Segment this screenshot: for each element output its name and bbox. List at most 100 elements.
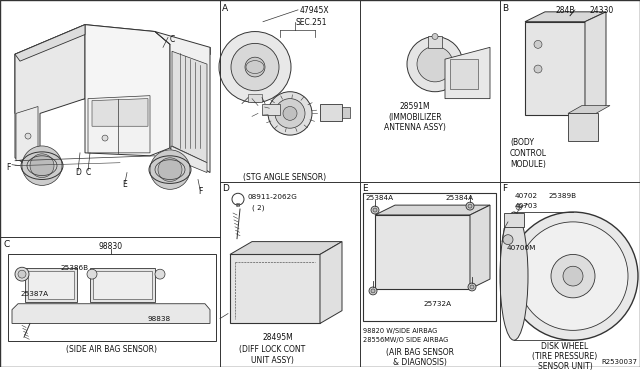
Circle shape <box>534 41 542 48</box>
Text: (BODY: (BODY <box>510 138 534 147</box>
Circle shape <box>231 44 279 91</box>
Circle shape <box>275 99 305 128</box>
Text: 98820 W/SIDE AIRBAG: 98820 W/SIDE AIRBAG <box>363 328 437 334</box>
Circle shape <box>102 135 108 141</box>
Circle shape <box>18 270 26 278</box>
Text: 24330: 24330 <box>590 6 614 15</box>
Text: 08911-2062G: 08911-2062G <box>248 194 298 200</box>
Text: (TIRE PRESSURE): (TIRE PRESSURE) <box>532 352 598 361</box>
Circle shape <box>417 46 453 82</box>
Bar <box>248 94 262 102</box>
Bar <box>230 254 320 324</box>
Text: D: D <box>75 168 81 177</box>
Bar <box>25 268 77 302</box>
Polygon shape <box>16 106 38 161</box>
Text: F: F <box>198 187 202 196</box>
Text: CONTROL: CONTROL <box>510 149 547 158</box>
Text: C: C <box>170 35 175 44</box>
Bar <box>342 106 350 118</box>
Text: 25384A: 25384A <box>445 195 473 201</box>
Polygon shape <box>15 25 85 61</box>
Circle shape <box>245 57 265 77</box>
Circle shape <box>466 202 474 210</box>
Text: 40703: 40703 <box>515 203 538 209</box>
Circle shape <box>534 65 542 73</box>
Text: ( 2): ( 2) <box>252 204 264 211</box>
Text: (AIR BAG SENSOR: (AIR BAG SENSOR <box>386 348 454 357</box>
Text: E: E <box>123 180 127 189</box>
Polygon shape <box>568 106 610 113</box>
Text: (STG ANGLE SENSOR): (STG ANGLE SENSOR) <box>243 173 326 182</box>
Bar <box>450 59 478 89</box>
Polygon shape <box>12 304 210 324</box>
Text: SEC.251: SEC.251 <box>295 18 326 27</box>
Circle shape <box>516 204 522 210</box>
Circle shape <box>371 206 379 214</box>
Circle shape <box>15 267 29 281</box>
Circle shape <box>468 204 472 208</box>
Circle shape <box>25 133 31 139</box>
Circle shape <box>373 208 377 212</box>
Bar <box>93 271 152 299</box>
Circle shape <box>22 146 62 185</box>
Polygon shape <box>90 30 155 84</box>
Text: C: C <box>4 240 10 248</box>
Bar <box>90 268 155 302</box>
Text: 28556MW/O SIDE AIRBAG: 28556MW/O SIDE AIRBAG <box>363 337 448 343</box>
Bar <box>8 254 216 341</box>
Text: (IMMOBILIZER: (IMMOBILIZER <box>388 113 442 122</box>
Text: 98838: 98838 <box>148 315 171 321</box>
Text: (SIDE AIR BAG SENSOR): (SIDE AIR BAG SENSOR) <box>65 345 157 354</box>
Polygon shape <box>88 96 150 153</box>
Text: MODULE): MODULE) <box>510 160 546 169</box>
Text: R2530037: R2530037 <box>601 359 637 365</box>
Circle shape <box>268 92 312 135</box>
Polygon shape <box>15 25 170 113</box>
Circle shape <box>87 269 97 279</box>
Circle shape <box>155 269 165 279</box>
Text: 284B: 284B <box>555 6 575 15</box>
Polygon shape <box>585 12 606 115</box>
Polygon shape <box>171 146 207 173</box>
Text: DISK WHEEL: DISK WHEEL <box>541 342 589 351</box>
Polygon shape <box>92 99 148 126</box>
Text: D: D <box>222 185 229 193</box>
Circle shape <box>371 289 375 293</box>
Text: 40700M: 40700M <box>507 244 536 251</box>
Text: 28591M: 28591M <box>400 102 431 110</box>
Text: (DIFF LOCK CONT: (DIFF LOCK CONT <box>239 345 305 354</box>
Text: A: A <box>222 4 228 13</box>
Circle shape <box>407 36 463 92</box>
Bar <box>525 22 585 115</box>
Text: 28495M: 28495M <box>262 333 293 342</box>
Text: 25387A: 25387A <box>20 291 48 297</box>
Text: 25389B: 25389B <box>548 193 576 199</box>
Text: 25386B: 25386B <box>60 265 88 271</box>
Text: 40702: 40702 <box>515 193 538 199</box>
Polygon shape <box>155 32 210 173</box>
Circle shape <box>551 254 595 298</box>
Text: B: B <box>502 4 508 13</box>
Text: & DIAGNOSIS): & DIAGNOSIS) <box>393 358 447 367</box>
Bar <box>375 215 470 289</box>
Text: 47945X: 47945X <box>300 6 330 15</box>
Bar <box>320 103 342 121</box>
Polygon shape <box>172 51 207 163</box>
Circle shape <box>30 154 54 177</box>
Circle shape <box>508 212 638 340</box>
Circle shape <box>503 235 513 244</box>
Text: UNIT ASSY): UNIT ASSY) <box>251 356 293 365</box>
Polygon shape <box>85 25 170 156</box>
Text: C: C <box>85 168 91 177</box>
Text: ANTENNA ASSY): ANTENNA ASSY) <box>384 123 446 132</box>
Text: E: E <box>362 185 367 193</box>
Polygon shape <box>230 241 342 254</box>
Ellipse shape <box>500 212 528 340</box>
Circle shape <box>563 266 583 286</box>
Circle shape <box>468 283 476 291</box>
Polygon shape <box>375 205 490 215</box>
Bar <box>504 213 524 227</box>
Circle shape <box>283 106 297 120</box>
Circle shape <box>432 33 438 39</box>
Polygon shape <box>15 25 85 173</box>
